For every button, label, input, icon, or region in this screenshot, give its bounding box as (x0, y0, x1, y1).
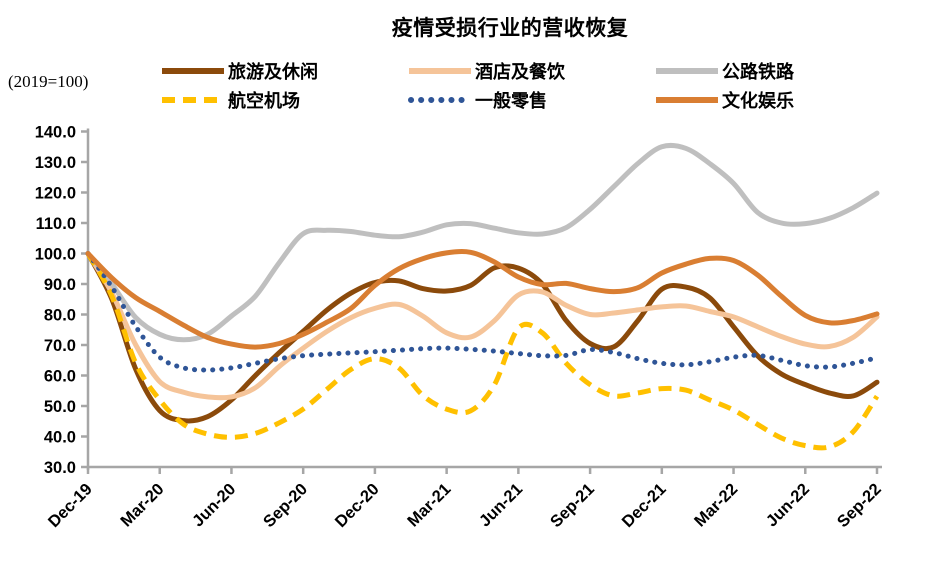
x-tick-label: Dec-19 (45, 480, 96, 531)
legend-label: 旅游及休闲 (228, 62, 318, 82)
series-line-tourism-leisure (85, 251, 880, 424)
legend-label: 公路铁路 (722, 62, 794, 82)
series-line-culture-entertainment (85, 249, 880, 350)
chart-title: 疫情受损行业的营收恢复 (391, 17, 629, 40)
legend-item-culture-entertainment: 文化娱乐 (654, 88, 859, 112)
x-tick-label: Sep-20 (260, 480, 311, 531)
legend-label: 一般零售 (475, 91, 547, 111)
line-swatch-icon (162, 68, 224, 74)
y-tick-label: 30.0 (44, 459, 76, 477)
legend-item-tourism-leisure: 旅游及休闲 (160, 59, 407, 83)
legend-item-general-retail: 一般零售 (407, 88, 654, 112)
y-tick-label: 80.0 (44, 307, 76, 325)
y-tick-label: 40.0 (44, 429, 76, 447)
y-tick-label: 70.0 (44, 337, 76, 355)
legend-label: 文化娱乐 (722, 91, 794, 111)
y-tick-label: 130.0 (35, 154, 76, 172)
y-axis-unit-label: (2019=100) (8, 72, 89, 91)
y-tick-label: 90.0 (44, 276, 76, 294)
series-line-hotels-catering (85, 251, 880, 401)
legend-item-roads-railways: 公路铁路 (654, 59, 859, 83)
x-tick-label: Sep-21 (547, 480, 598, 531)
x-tick-label: Mar-22 (691, 480, 741, 530)
y-tick-label: 120.0 (35, 185, 76, 203)
legend-label: 航空机场 (228, 91, 300, 111)
y-tick-label: 100.0 (35, 246, 76, 264)
series-line-roads-railways (85, 142, 880, 343)
series-line-general-retail (85, 251, 880, 373)
dotted-line-swatch-icon (408, 97, 473, 103)
legend-label: 酒店及餐饮 (475, 62, 565, 82)
x-tick-label: Jun-21 (476, 480, 526, 530)
y-tick-label: 60.0 (44, 368, 76, 386)
x-tick-label: Dec-21 (619, 480, 670, 531)
y-tick-label: 110.0 (36, 215, 76, 233)
dashed-line-swatch-icon (162, 97, 224, 103)
series-line-aviation-airports (85, 252, 880, 451)
x-tick-label: Sep-22 (834, 480, 885, 531)
line-swatch-icon (409, 68, 471, 74)
chart-legend: 旅游及休闲 酒店及餐饮 公路铁路 航空机场 一般零售 文化娱乐 (160, 59, 859, 112)
legend-item-aviation-airports: 航空机场 (160, 88, 407, 112)
line-swatch-icon (656, 97, 718, 103)
legend-item-hotels-catering: 酒店及餐饮 (407, 59, 654, 83)
y-tick-label: 50.0 (44, 398, 76, 416)
line-swatch-icon (656, 68, 718, 74)
y-tick-label: 140.0 (35, 124, 76, 142)
x-tick-label: Jun-20 (189, 480, 239, 530)
x-tick-label: Dec-20 (332, 480, 383, 531)
x-tick-label: Mar-21 (404, 480, 454, 530)
x-tick-label: Mar-20 (117, 480, 167, 530)
x-tick-label: Jun-22 (763, 480, 813, 530)
